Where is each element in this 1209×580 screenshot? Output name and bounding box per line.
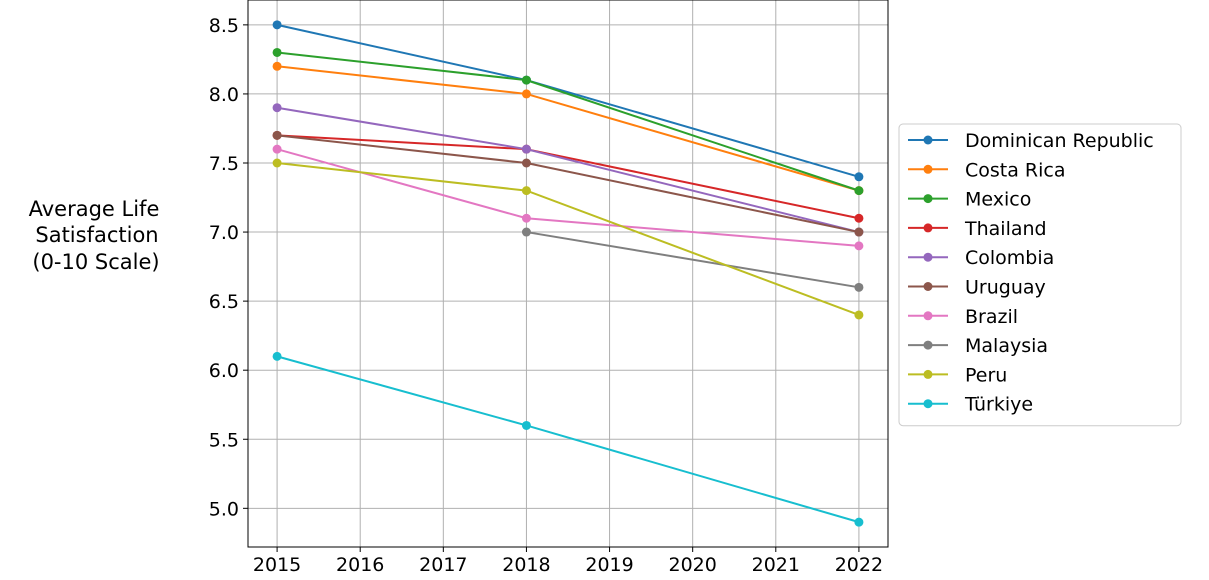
data-point — [272, 61, 282, 71]
legend-item: Thailand — [908, 218, 1047, 240]
x-tick-label: 2020 — [668, 554, 716, 576]
legend-label: Colombia — [965, 247, 1054, 269]
legend-item: Costa Rica — [908, 159, 1066, 181]
y-tick-label: 5.5 — [209, 429, 239, 451]
grid — [248, 0, 888, 547]
x-tick-label: 2022 — [835, 554, 883, 576]
y-tick-label: 8.5 — [209, 15, 239, 37]
legend-label: Mexico — [965, 189, 1031, 211]
y-tick-label: 6.5 — [209, 291, 239, 313]
data-point — [854, 186, 864, 196]
legend-swatch-marker — [923, 135, 933, 145]
data-point — [272, 351, 282, 361]
legend-label: Peru — [965, 364, 1007, 386]
series-lines — [272, 20, 864, 527]
y-tick-label: 7.5 — [209, 153, 239, 175]
legend-label: Costa Rica — [965, 159, 1066, 181]
legend-item: Colombia — [908, 247, 1054, 269]
series-colombia — [272, 103, 864, 237]
legend-swatch-marker — [923, 164, 933, 174]
data-point — [272, 144, 282, 154]
y-tick-label: 8.0 — [209, 84, 239, 106]
series-t-rkiye — [272, 351, 864, 527]
legend-swatch-marker — [923, 194, 933, 204]
legend-label: Uruguay — [965, 277, 1046, 299]
data-point — [854, 517, 864, 527]
data-point — [272, 130, 282, 140]
legend-item: Dominican Republic — [908, 130, 1154, 152]
series-line — [276, 23, 860, 178]
data-point — [272, 20, 282, 30]
legend-label: Dominican Republic — [965, 130, 1154, 152]
legend: Dominican Republic Costa Rica Mexico Thaila… — [898, 123, 1182, 427]
y-tick-label: 7.0 — [209, 222, 239, 244]
data-point — [854, 282, 864, 292]
legend-item: Türkiye — [908, 394, 1033, 416]
y-axis-label-line-2: Satisfaction — [35, 223, 158, 247]
y-tick-label: 6.0 — [209, 360, 239, 382]
legend-label: Malaysia — [965, 335, 1048, 357]
series-line — [276, 148, 859, 247]
legend-swatch-marker — [923, 282, 933, 291]
data-point — [521, 158, 531, 168]
legend-label: Türkiye — [964, 394, 1033, 416]
series-uruguay — [272, 130, 864, 237]
x-tick-label: 2021 — [752, 554, 800, 576]
data-point — [854, 227, 864, 237]
x-tick-label: 2017 — [419, 554, 467, 576]
legend-label: Thailand — [964, 218, 1047, 240]
legend-item: Uruguay — [908, 277, 1046, 299]
series-costa-rica — [272, 61, 864, 196]
series-malaysia — [521, 227, 864, 292]
legend-item: Malaysia — [908, 335, 1048, 357]
data-point — [854, 241, 864, 251]
y-tick-label: 5.0 — [209, 498, 239, 520]
data-point — [521, 89, 531, 99]
legend-item: Mexico — [908, 189, 1031, 211]
data-point — [521, 227, 531, 237]
x-tick-label: 2019 — [585, 554, 633, 576]
plot-frame — [247, 0, 889, 548]
x-tick-label: 2015 — [253, 554, 301, 576]
legend-swatch-marker — [923, 340, 933, 350]
series-mexico — [272, 47, 864, 196]
legend-swatch-marker — [923, 252, 933, 262]
data-point — [521, 213, 531, 223]
legend-swatch-marker — [923, 223, 933, 233]
series-peru — [272, 158, 864, 320]
series-line — [526, 231, 860, 289]
legend-swatch-marker — [923, 369, 933, 379]
data-point — [521, 420, 531, 430]
data-point — [521, 144, 531, 154]
data-point — [521, 186, 531, 196]
data-point — [272, 158, 282, 168]
y-axis-label-line-3: (0-10 Scale) — [32, 250, 159, 274]
y-axis-label-line-1: Average Life — [29, 197, 160, 221]
data-point — [854, 172, 864, 182]
axis-ticks: 2015 2016 2017 2018 2019 2020 2021 2022 5.0 5.5 6.… — [209, 15, 883, 576]
legend-label: Brazil — [965, 306, 1018, 328]
x-tick-label: 2018 — [502, 554, 550, 576]
legend-item: Brazil — [908, 306, 1018, 328]
data-point — [272, 103, 282, 113]
legend-swatch-marker — [923, 399, 933, 409]
series-line — [276, 134, 860, 234]
data-point — [272, 47, 282, 57]
legend-item: Peru — [908, 364, 1007, 386]
data-point — [854, 213, 864, 223]
data-point — [854, 310, 864, 320]
x-tick-label: 2016 — [336, 554, 384, 576]
data-point — [521, 75, 531, 85]
legend-swatch-marker — [923, 311, 933, 321]
legend-box — [898, 123, 1182, 427]
